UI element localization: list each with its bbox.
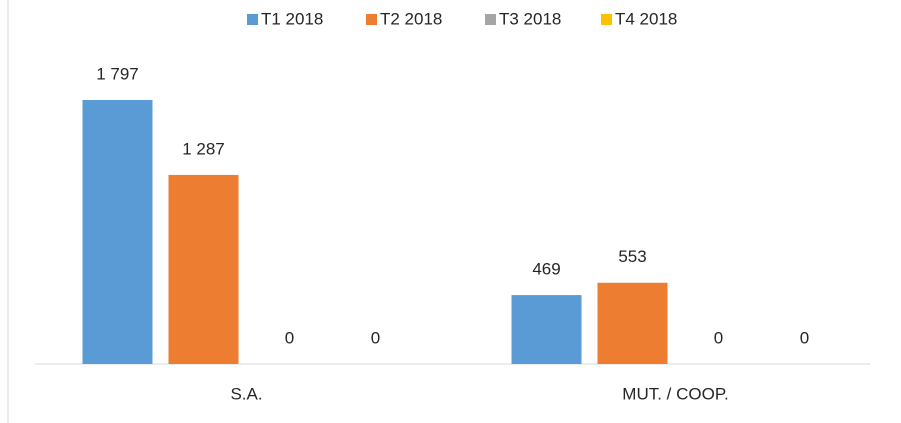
legend-label: T3 2018 [499,9,561,28]
value-label: 1 287 [182,139,225,158]
legend-swatch [366,14,377,25]
x-tick-label: MUT. / COOP. [622,384,728,403]
legend-swatch [601,14,612,25]
value-label: 553 [618,247,646,266]
legend-label: T1 2018 [261,9,323,28]
value-label: 469 [532,260,560,279]
value-label: 0 [800,328,809,347]
legend-label: T4 2018 [615,9,677,28]
value-label: 0 [714,328,723,347]
legend-swatch [485,14,496,25]
bar [82,100,153,364]
legend-swatch [247,14,258,25]
bar [168,174,239,364]
legend-label: T2 2018 [380,9,442,28]
bar [511,295,582,364]
value-label: 0 [285,328,294,347]
x-tick-label: S.A. [230,384,262,403]
value-label: 1 797 [96,64,139,83]
value-label: 0 [371,328,380,347]
bar [597,282,668,364]
